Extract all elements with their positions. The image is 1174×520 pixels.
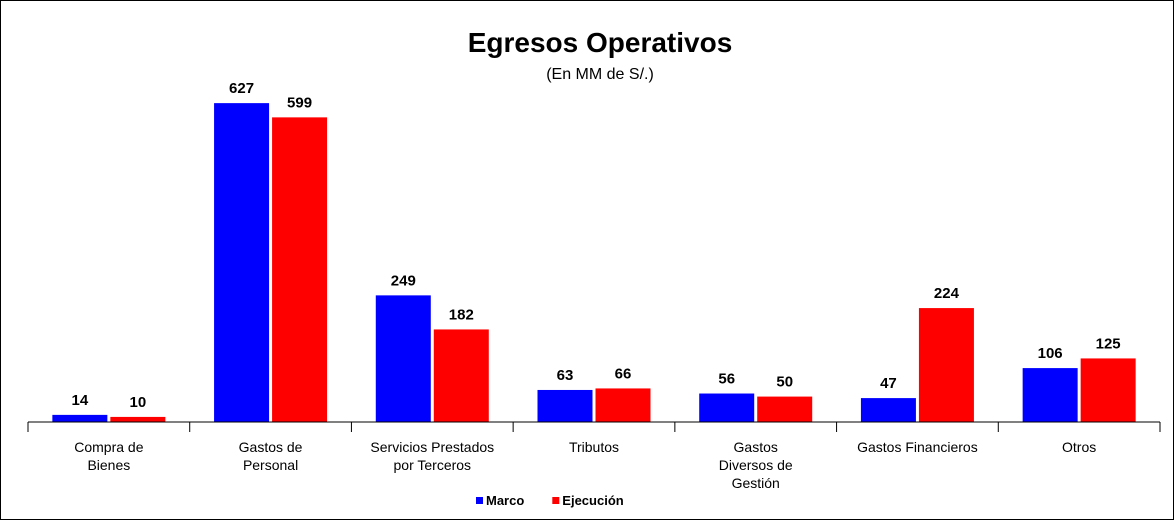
- bar: [214, 103, 270, 422]
- data-label: 599: [287, 94, 312, 111]
- x-tick-label: Gastos de Personal: [239, 439, 303, 473]
- data-label: 47: [880, 375, 897, 392]
- x-tick-label: Gastos Diversos de Gestión: [719, 439, 793, 491]
- data-label: 125: [1096, 335, 1121, 352]
- bar: [272, 117, 328, 422]
- data-label: 50: [776, 374, 793, 391]
- bar: [699, 393, 755, 422]
- x-tick-label: Servicios Prestados por Terceros: [370, 439, 494, 473]
- data-label: 56: [718, 371, 735, 388]
- legend-label: Ejecución: [562, 493, 623, 508]
- bar: [595, 388, 651, 422]
- x-tick-label: Gastos Financieros: [857, 439, 978, 455]
- data-label: 10: [130, 394, 147, 411]
- bar: [918, 308, 974, 422]
- data-label: 249: [391, 272, 416, 289]
- data-label: 224: [934, 285, 960, 302]
- legend-swatch: [476, 497, 483, 504]
- x-tick-label: Otros: [1062, 439, 1096, 455]
- data-label: 627: [229, 80, 254, 97]
- bar: [757, 396, 813, 422]
- bar: [52, 414, 108, 422]
- data-label: 106: [1038, 345, 1063, 362]
- bar: [860, 398, 916, 422]
- bar: [110, 416, 166, 422]
- data-label: 66: [615, 365, 632, 382]
- data-label: 182: [449, 306, 474, 323]
- bar: [1080, 358, 1136, 422]
- bar: [433, 329, 489, 422]
- x-tick-label: Tributos: [569, 439, 619, 455]
- chart-subtitle: (En MM de S/.): [546, 66, 654, 83]
- bar: [1022, 368, 1078, 422]
- x-tick-label: Compra de Bienes: [74, 439, 143, 473]
- bar: [375, 295, 431, 422]
- data-label: 14: [72, 392, 89, 409]
- data-label: 63: [557, 367, 574, 384]
- chart-title: Egresos Operativos: [468, 27, 733, 58]
- bar: [537, 389, 593, 422]
- legend-label: Marco: [486, 493, 524, 508]
- legend-swatch: [552, 497, 560, 504]
